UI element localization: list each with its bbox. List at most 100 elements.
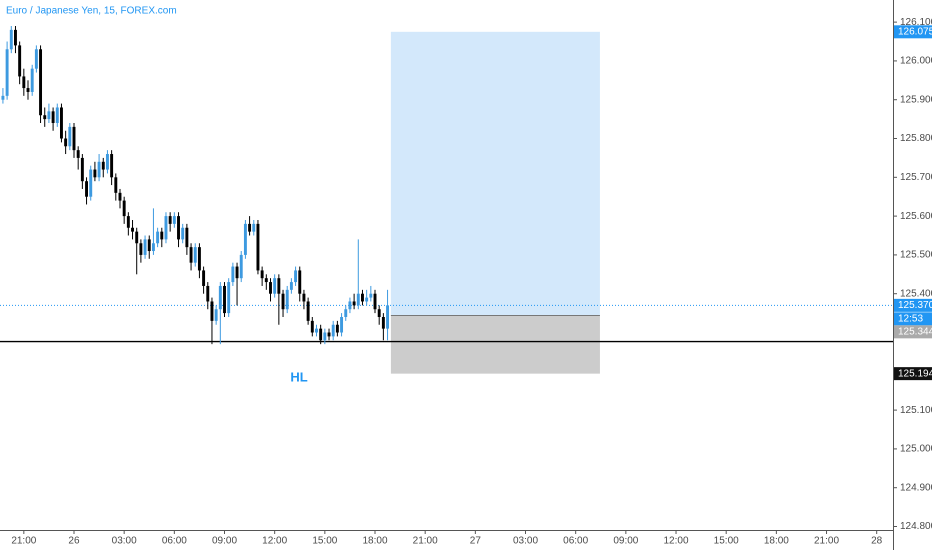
candle-body <box>335 324 339 333</box>
y-tick-label: 125.800 <box>900 133 932 144</box>
x-tick-label: 03:00 <box>513 536 538 547</box>
x-tick-label: 21:00 <box>11 536 36 547</box>
candle-body <box>101 161 105 170</box>
candle-body <box>72 126 76 151</box>
candle-body <box>47 111 51 120</box>
y-tick-label: 126.100 <box>900 17 932 28</box>
y-tick-label: 125.500 <box>900 250 932 261</box>
countdown: 12:53 <box>898 313 923 324</box>
candle-body <box>281 293 285 310</box>
x-tick-label: 26 <box>68 536 80 547</box>
candle-body <box>197 247 201 271</box>
candle-body <box>327 332 331 337</box>
chart-title: Euro / Japanese Yen, 15, FOREX.com <box>6 6 177 17</box>
candle-body <box>306 301 310 321</box>
candle-body <box>202 270 206 286</box>
stop-zone <box>390 315 600 374</box>
candle-body <box>39 49 43 116</box>
x-tick-label: 15:00 <box>312 536 337 547</box>
candle-body <box>118 192 122 201</box>
candle-body <box>227 282 231 314</box>
x-tick-label: 18:00 <box>362 536 387 547</box>
candle-body <box>218 285 222 310</box>
candle-body <box>30 68 34 92</box>
candle-body <box>26 88 30 92</box>
candle-body <box>361 293 364 302</box>
candle-body <box>210 301 214 321</box>
candle-body <box>105 154 109 170</box>
candle-body <box>189 247 193 263</box>
candle-body <box>1 95 5 100</box>
candle-body <box>114 177 118 193</box>
y-tick-label: 125.600 <box>900 211 932 222</box>
x-tick-label: 12:00 <box>664 536 689 547</box>
candle-body <box>352 301 356 306</box>
x-tick-label: 03:00 <box>112 536 137 547</box>
candle-body <box>156 231 160 244</box>
candle-body <box>340 316 344 333</box>
candle-body <box>235 266 239 279</box>
candle-body <box>252 223 256 232</box>
stop-label: 125.194 <box>898 368 932 379</box>
candle-body <box>243 223 247 255</box>
candle-body <box>356 293 360 306</box>
candle-body <box>151 243 155 252</box>
candle-body <box>344 309 348 317</box>
annotation: HL <box>290 369 307 384</box>
countdown-bg <box>894 312 932 326</box>
candle-body <box>55 107 59 123</box>
candle-body <box>122 200 126 217</box>
y-tick-label: 124.900 <box>900 482 932 493</box>
candle-body <box>310 320 314 333</box>
candle-body <box>139 243 143 255</box>
x-tick-label: 09:00 <box>212 536 237 547</box>
candle-body <box>381 316 385 329</box>
candle-body <box>264 278 268 283</box>
candle-body <box>177 216 180 240</box>
target-label: 126.075 <box>898 26 932 37</box>
target-label-bg <box>894 25 932 39</box>
candle-body <box>172 216 176 224</box>
candle-body <box>365 297 369 302</box>
x-tick-label: 12:00 <box>262 536 287 547</box>
candle-body <box>18 45 22 77</box>
candle-body <box>248 223 252 232</box>
candle-body <box>348 301 352 310</box>
candle-body <box>185 227 189 248</box>
candle-body <box>51 111 55 123</box>
y-tick-label: 125.100 <box>900 405 932 416</box>
candle-body <box>135 231 139 244</box>
candle-body <box>22 76 26 89</box>
candle-body <box>64 138 68 147</box>
y-tick-label: 125.400 <box>900 288 932 299</box>
x-tick-label: 21:00 <box>814 536 839 547</box>
candle-body <box>14 29 17 46</box>
candle-body <box>323 332 327 341</box>
candle-body <box>126 216 130 228</box>
candle-body <box>76 150 80 158</box>
candle-body <box>9 29 13 50</box>
candle-body <box>143 239 147 255</box>
x-tick-label: 15:00 <box>714 536 739 547</box>
y-tick-label: 124.800 <box>900 521 932 532</box>
candle-body <box>68 126 72 147</box>
candle-body <box>269 282 272 294</box>
candle-body <box>80 157 84 182</box>
entry-label-bg <box>894 325 932 339</box>
candle-body <box>89 169 93 197</box>
candle-body <box>206 285 210 302</box>
candle-body <box>273 278 277 294</box>
candle-body <box>298 270 302 294</box>
candle-body <box>315 328 318 333</box>
candle-body <box>231 266 235 283</box>
candle-body <box>302 293 306 302</box>
candle-body <box>147 239 151 252</box>
candle-body <box>160 231 164 240</box>
stop-label-bg <box>894 367 932 381</box>
candle-body <box>277 278 281 294</box>
x-tick-label: 06:00 <box>162 536 187 547</box>
last-price-label-bg <box>894 298 932 312</box>
y-tick-label: 125.900 <box>900 94 932 105</box>
candle-body <box>110 154 114 178</box>
candle-body <box>289 282 293 290</box>
